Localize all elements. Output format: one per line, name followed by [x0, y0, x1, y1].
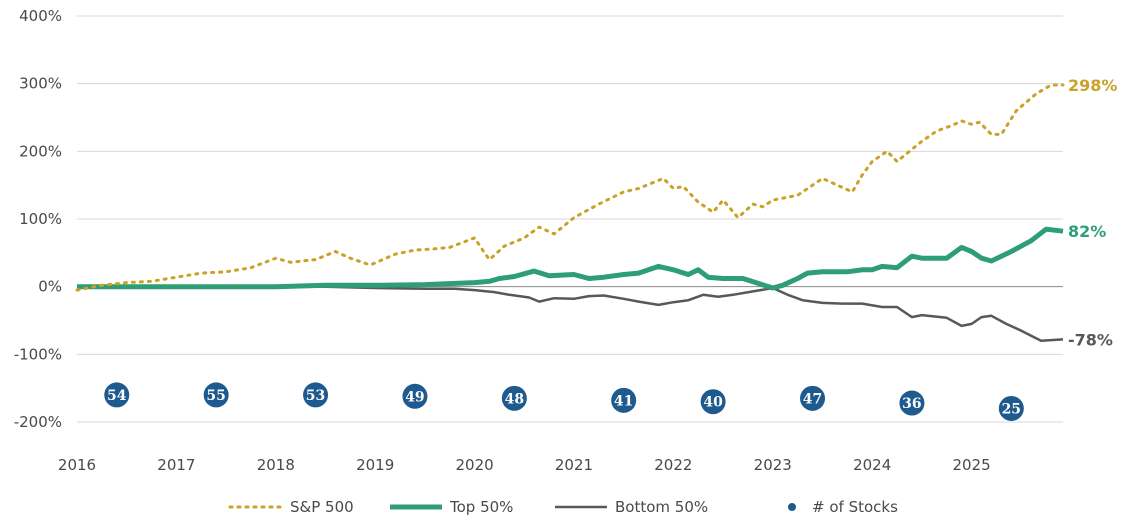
stock-count-label: 54 [107, 388, 127, 404]
stock-count-marker [998, 395, 1024, 421]
stock-count-label: 53 [306, 388, 325, 404]
y-tick-label: -200% [14, 413, 62, 431]
gridlines [77, 15, 1063, 423]
end-label: 82% [1068, 222, 1106, 241]
stock-count-label: 25 [1002, 401, 1021, 417]
x-axis: 2016 2017 2018 2019 2020 2021 2022 2023 2024 2025 [58, 456, 991, 474]
stock-count-label: 41 [614, 393, 633, 409]
legend-label-top: Top 50% [449, 498, 513, 516]
legend-label-bottom: Bottom 50% [615, 498, 708, 516]
stock-count-marker [899, 390, 925, 416]
x-tick-label: 2019 [356, 456, 394, 474]
y-tick-label: 300% [19, 75, 62, 93]
stock-count-label: 49 [405, 389, 424, 405]
end-labels: 298% 82% -78% [1068, 76, 1117, 349]
y-axis: 400% 300% 200% 100% 0% -100% -200% [14, 7, 62, 431]
stock-count-label: 36 [902, 396, 921, 412]
y-tick-label: 200% [19, 142, 62, 160]
x-tick-label: 2020 [455, 456, 493, 474]
stock-count-label: 47 [803, 391, 822, 407]
stock-count-bubbles: 54 55 53 49 48 41 40 47 36 25 [104, 382, 1024, 421]
y-tick-label: -100% [14, 345, 62, 363]
x-tick-label: 2022 [654, 456, 692, 474]
x-tick-label: 2016 [58, 456, 96, 474]
stock-count-marker [402, 383, 428, 409]
x-tick-label: 2024 [853, 456, 891, 474]
stock-count-label: 40 [703, 395, 723, 411]
stock-count-marker [800, 385, 826, 411]
legend-swatch-stocks [788, 503, 796, 511]
stock-count-marker [700, 389, 726, 415]
y-tick-label: 0% [38, 278, 62, 296]
end-label: 298% [1068, 76, 1117, 95]
x-tick-label: 2017 [157, 456, 195, 474]
series-lines [75, 83, 1065, 343]
stock-count-marker [203, 382, 229, 408]
x-tick-label: 2025 [952, 456, 990, 474]
legend-label-sp500: S&P 500 [290, 498, 354, 516]
series-line-s-p-500 [75, 83, 1065, 292]
stock-count-label: 48 [505, 391, 524, 407]
stock-count-marker [611, 387, 637, 413]
stock-count-marker [104, 382, 130, 408]
legend-label-stocks: # of Stocks [812, 498, 898, 516]
y-tick-label: 400% [19, 7, 62, 25]
legend: S&P 500 Top 50% Bottom 50% # of Stocks [228, 498, 898, 516]
x-tick-label: 2023 [754, 456, 792, 474]
series-line-top-50 [77, 226, 1064, 291]
x-tick-label: 2021 [555, 456, 593, 474]
y-tick-label: 100% [19, 210, 62, 228]
series-line-bottom-50 [77, 285, 1064, 343]
stock-count-marker [303, 382, 329, 408]
stock-count-label: 55 [206, 388, 225, 404]
stock-count-marker [501, 385, 527, 411]
x-tick-label: 2018 [257, 456, 295, 474]
end-label: -78% [1068, 330, 1113, 349]
